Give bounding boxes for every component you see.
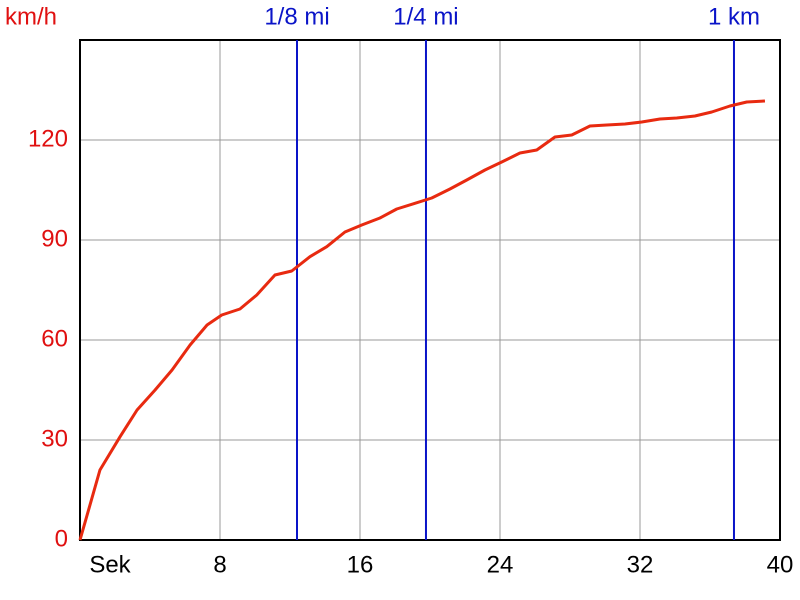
x-tick-label: Sek [89, 551, 131, 578]
x-tick-label: 24 [487, 551, 514, 578]
x-tick-label: 16 [347, 551, 374, 578]
y-tick-label: 90 [41, 225, 68, 252]
y-axis-label: km/h [5, 3, 57, 30]
speed-line [78, 99, 766, 541]
distance-marker-label: 1 km [708, 3, 760, 30]
y-tick-label: 30 [41, 425, 68, 452]
distance-marker-label: 1/4 mi [393, 3, 458, 30]
y-tick-label: 60 [41, 325, 68, 352]
distance-marker-label: 1/8 mi [264, 3, 329, 30]
y-tick-label: 120 [28, 125, 68, 152]
x-tick-label: 32 [627, 551, 654, 578]
plot-frame [79, 39, 781, 541]
x-tick-label: 8 [213, 551, 226, 578]
y-tick-label: 0 [55, 525, 68, 552]
x-tick-label: 40 [767, 551, 794, 578]
